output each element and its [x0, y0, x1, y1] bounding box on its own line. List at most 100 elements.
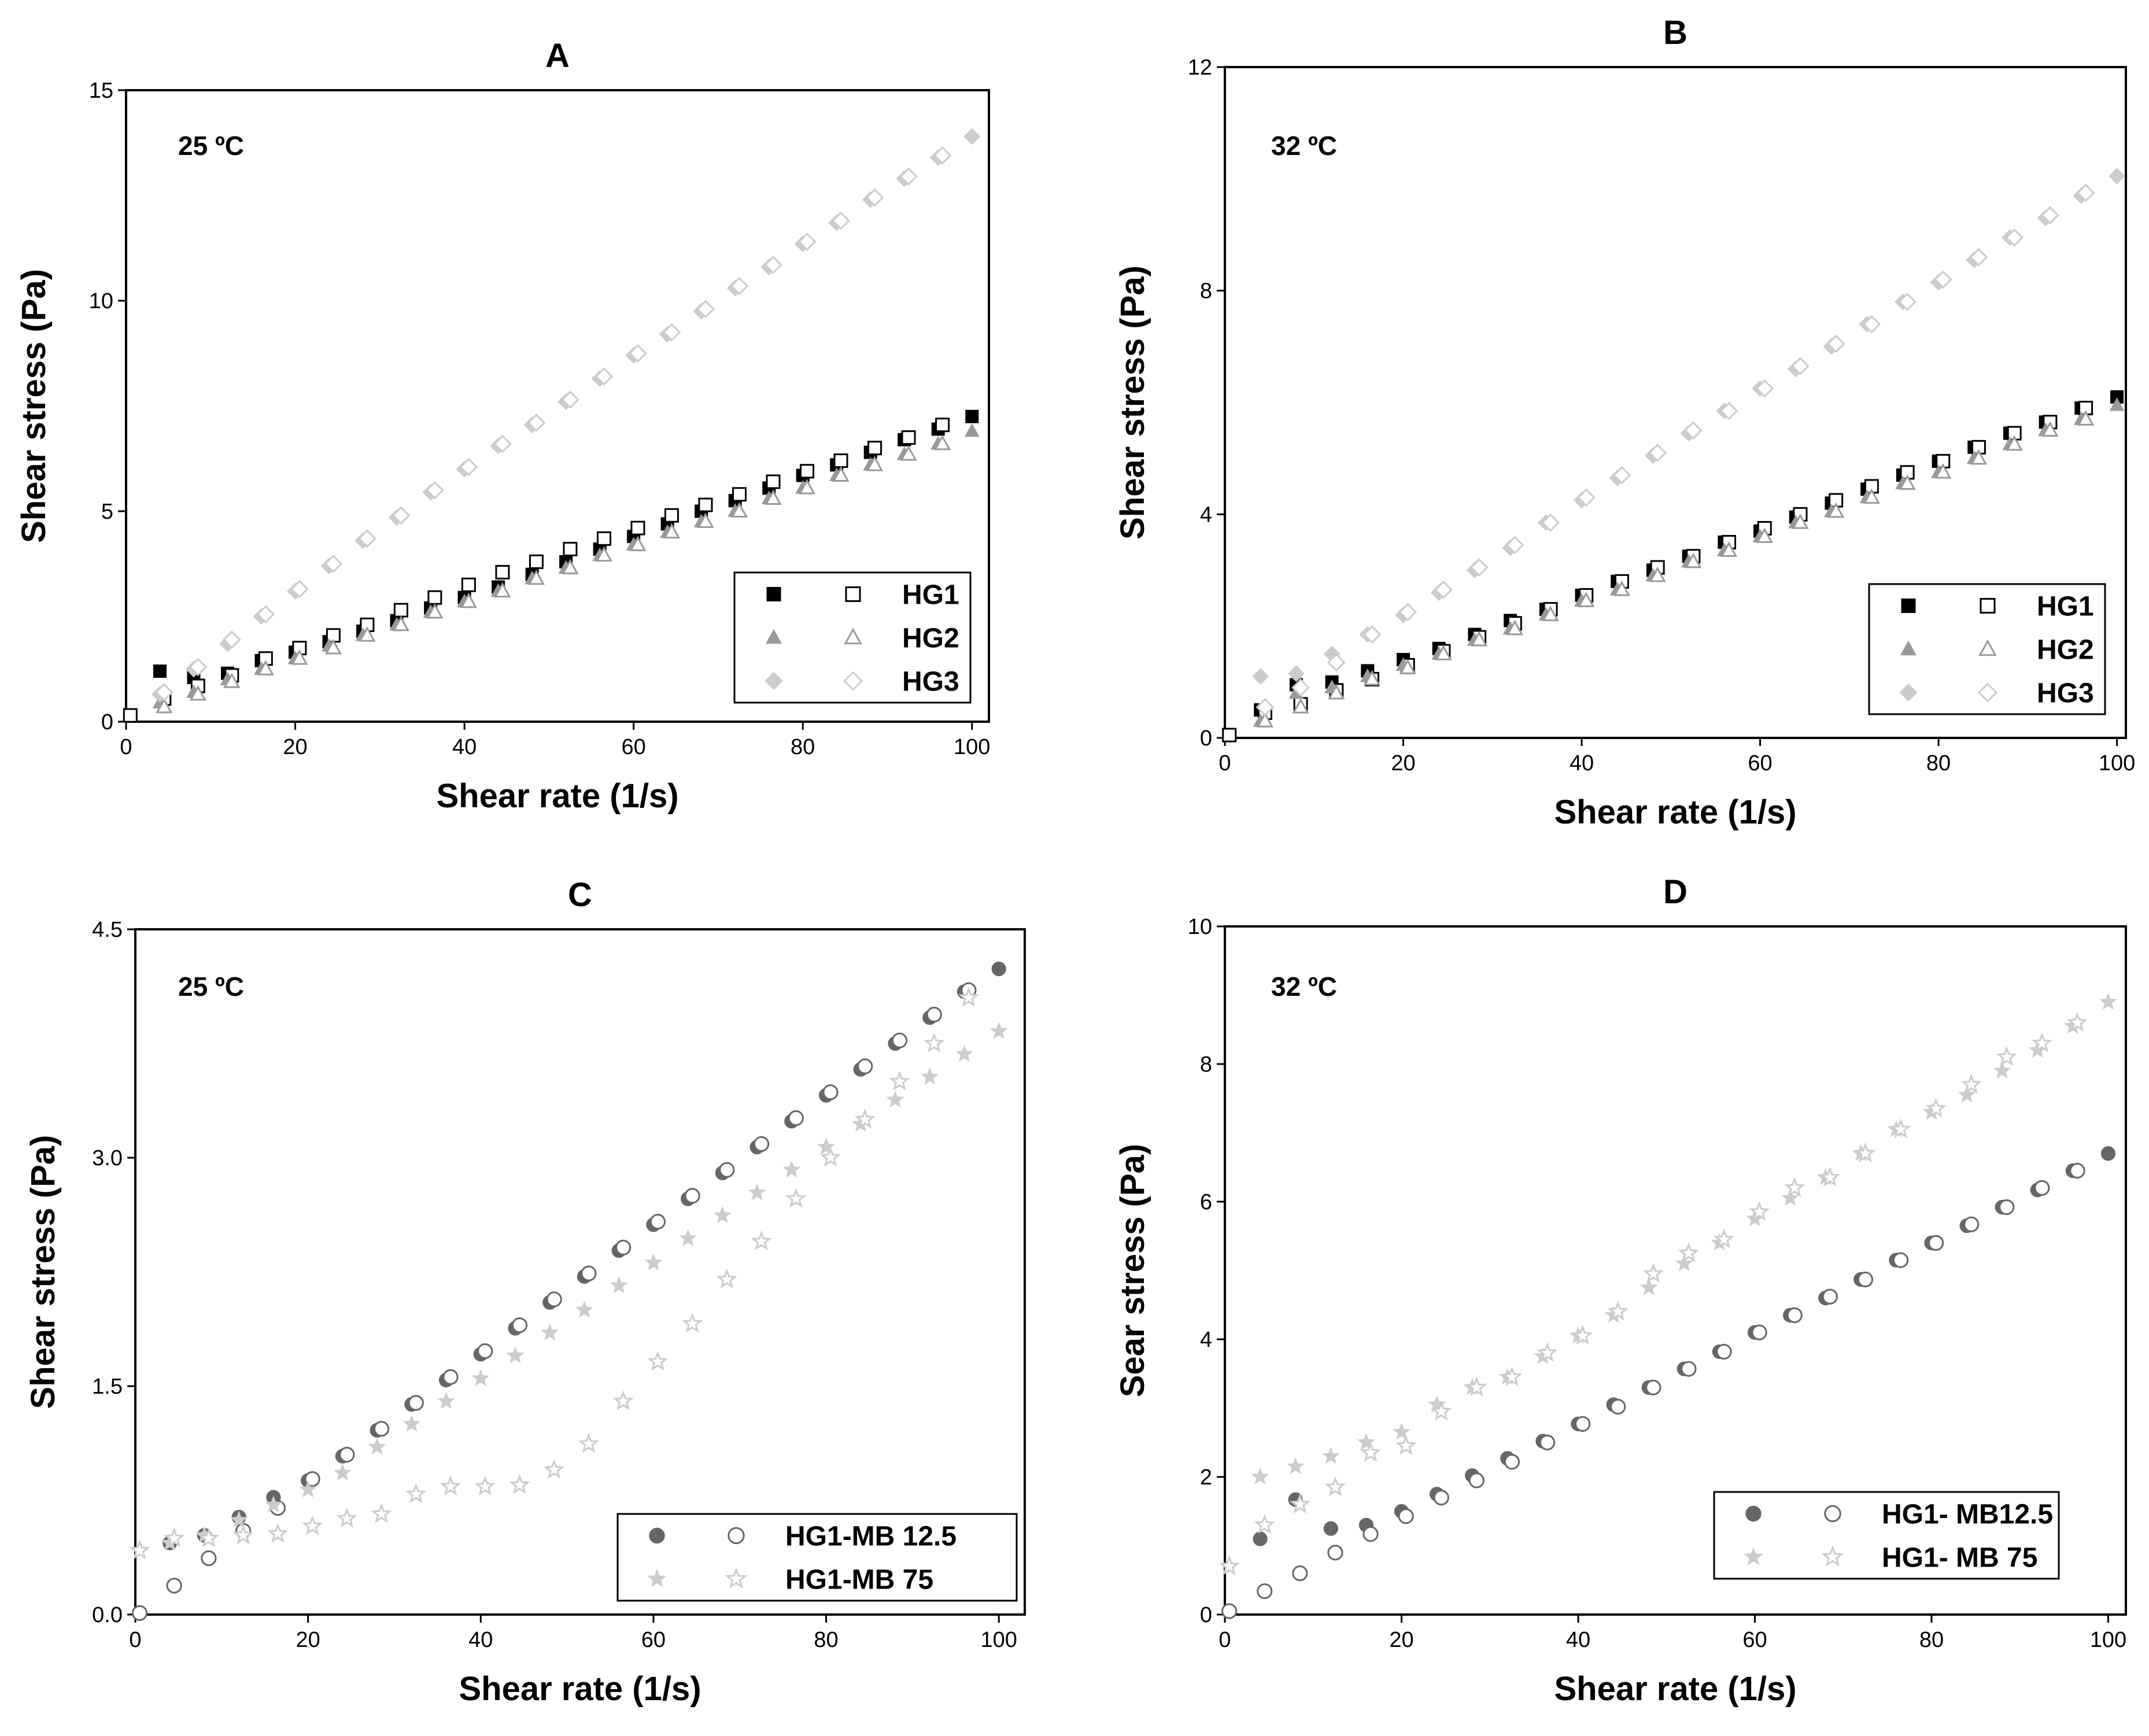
data-point — [461, 577, 476, 592]
data-point — [1537, 1342, 1558, 1362]
data-point — [1323, 1521, 1338, 1536]
data-point — [230, 1510, 248, 1528]
y-tick-label: 0.0 — [92, 1603, 123, 1627]
x-tick-label: 80 — [1926, 751, 1951, 775]
series-3 — [129, 987, 980, 1560]
data-point — [832, 211, 850, 230]
x-axis-label: Shear rate (1/s) — [459, 1670, 701, 1708]
data-point — [1221, 1603, 1238, 1619]
y-tick-label: 1.5 — [92, 1375, 123, 1399]
data-point — [1933, 270, 1952, 289]
legend-label: HG3 — [2037, 678, 2094, 709]
data-point — [822, 1084, 839, 1100]
y-tick-label: 0 — [1200, 1603, 1212, 1627]
data-point — [493, 434, 512, 453]
legend: HG1-MB 12.5 HG1-MB 75 — [616, 1513, 1018, 1602]
data-point — [766, 474, 781, 489]
x-tick-label: 60 — [1748, 751, 1772, 775]
data-point — [1610, 1399, 1626, 1415]
data-point — [1642, 1262, 1664, 1283]
legend-marker-filled — [1899, 683, 1918, 702]
y-tick-label: 5 — [101, 500, 113, 524]
data-point — [2031, 1032, 2052, 1052]
panel-title: A — [545, 37, 570, 75]
legend-marker-open — [844, 627, 862, 645]
data-point — [426, 603, 444, 619]
data-point — [1960, 1073, 1982, 1094]
data-point — [1254, 1514, 1275, 1534]
data-point — [509, 1474, 530, 1494]
legend-marker-open — [1977, 682, 1998, 703]
data-point — [232, 1524, 254, 1545]
data-point — [2099, 992, 2117, 1010]
data-point — [1819, 1166, 1841, 1187]
series-1 — [131, 982, 977, 1621]
data-point — [1963, 1216, 1980, 1232]
data-point — [267, 1523, 289, 1543]
data-point — [2078, 401, 2093, 416]
data-point — [1362, 625, 1382, 644]
data-point — [371, 1503, 392, 1523]
y-tick-label: 8 — [1200, 279, 1212, 304]
data-point — [392, 506, 411, 525]
series-3 — [1218, 1011, 2088, 1576]
y-tick-label: 15 — [89, 79, 113, 103]
data-point — [958, 987, 980, 1007]
data-point — [2066, 1011, 2088, 1032]
legend-marker-filled — [649, 1527, 665, 1544]
legend-label: HG2 — [902, 623, 959, 654]
data-point — [1971, 439, 1986, 455]
data-point — [2100, 1146, 2116, 1161]
data-point — [1751, 1324, 1767, 1340]
data-point — [1713, 1228, 1735, 1249]
data-point — [1822, 1288, 1838, 1305]
data-point — [561, 390, 579, 409]
plot-frame — [1224, 925, 2127, 1616]
plot-frame — [134, 928, 1026, 1616]
data-point — [1395, 1435, 1417, 1455]
x-tick-label: 60 — [622, 735, 646, 759]
y-tick-label: 10 — [1188, 915, 1212, 939]
data-point — [527, 569, 545, 585]
data-point — [198, 1527, 220, 1547]
data-point — [1925, 1098, 1947, 1118]
data-point — [1327, 1545, 1343, 1561]
data-point — [1928, 1235, 1944, 1251]
legend-marker-open — [728, 1527, 745, 1545]
data-point — [359, 626, 376, 642]
data-point — [2034, 1180, 2050, 1196]
data-point — [989, 1022, 1008, 1039]
data-point — [358, 529, 376, 548]
y-tick-label: 4.5 — [92, 918, 123, 942]
data-point — [258, 651, 273, 666]
data-point — [1287, 665, 1305, 682]
data-point — [1393, 1423, 1410, 1440]
y-axis-label: Sear stress (Pa) — [1114, 1144, 1151, 1397]
data-point — [1755, 379, 1774, 398]
data-point — [1321, 1447, 1340, 1464]
data-point — [716, 1268, 737, 1289]
data-point — [1222, 727, 1237, 743]
data-point — [612, 1390, 634, 1410]
data-point — [1613, 581, 1631, 596]
y-axis-label: Shear stress (Pa) — [15, 269, 53, 543]
legend-label: HG1-MB 75 — [785, 1565, 933, 1595]
x-tick-label: 100 — [981, 1628, 1017, 1652]
data-point — [2005, 228, 2024, 247]
legend-marker-filled — [647, 1568, 667, 1587]
legend-marker-open — [1821, 1545, 1844, 1567]
legend-box — [616, 1513, 1018, 1602]
data-point — [201, 1550, 217, 1567]
data-point — [662, 323, 681, 342]
data-point — [291, 649, 308, 665]
data-point — [1936, 454, 1951, 468]
data-point — [1898, 293, 1917, 311]
data-point — [2041, 421, 2059, 437]
data-point — [1792, 514, 1809, 529]
data-point — [866, 456, 884, 471]
data-point — [1434, 580, 1453, 599]
data-point — [785, 1188, 807, 1208]
data-point — [2077, 410, 2095, 426]
x-tick-label: 40 — [1570, 751, 1594, 775]
